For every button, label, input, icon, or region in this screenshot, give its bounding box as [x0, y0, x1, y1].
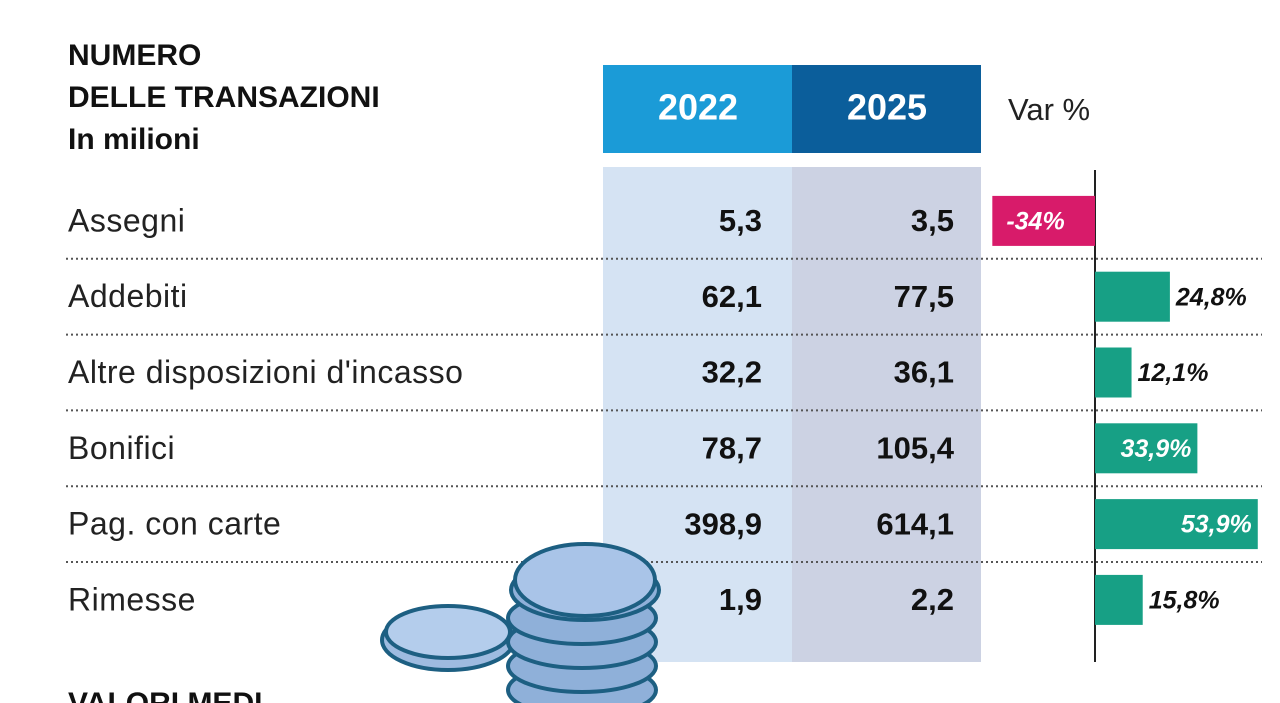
row-label: Rimesse [68, 581, 196, 617]
cell-value: 2,2 [911, 582, 954, 617]
column-bg [792, 167, 981, 662]
value-label: -34% [1006, 208, 1064, 236]
bar [1095, 271, 1170, 322]
row-label: Assegni [68, 202, 185, 238]
bar [1095, 574, 1143, 625]
cell-value: 77,5 [894, 279, 954, 314]
cell-value: 398,9 [684, 506, 762, 541]
value-label: 53,9% [1181, 511, 1252, 539]
value-label: 24,8% [1175, 283, 1247, 311]
title-line: NUMERO [68, 39, 201, 72]
cell-value: 62,1 [702, 279, 762, 314]
rows: Assegni 5,3 3,5 -34% Addebiti 62,1 77,5 24,8% Al… [66, 195, 1262, 625]
column-header-bg [603, 65, 792, 153]
cell-value: 3,5 [911, 203, 954, 238]
bar [992, 195, 1095, 246]
coins-illustration [380, 542, 661, 703]
value-label: 15,8% [1149, 587, 1220, 615]
cell-value: 105,4 [876, 430, 954, 465]
row-label: Bonifici [68, 430, 175, 466]
column-header: 2022 [658, 87, 738, 128]
row-label: Addebiti [68, 278, 188, 314]
cell-value: 32,2 [702, 355, 762, 390]
var-header: Var % [1008, 92, 1090, 127]
row-label: Altre disposizioni d'incasso [68, 354, 463, 390]
subtitle: In milioni [68, 123, 200, 156]
cell-value: 36,1 [894, 355, 954, 390]
next-section-title: VALORI MEDI [68, 687, 262, 703]
bar [1095, 499, 1258, 550]
cell-value: 1,9 [719, 582, 762, 617]
bar [1095, 347, 1132, 398]
cell-value: 78,7 [702, 430, 762, 465]
value-label: 33,9% [1120, 435, 1191, 463]
column-header: 2025 [847, 87, 927, 128]
cell-value: 5,3 [719, 203, 762, 238]
row-label: Pag. con carte [68, 506, 281, 542]
value-label: 12,1% [1138, 359, 1209, 387]
cell-value: 614,1 [876, 506, 954, 541]
column-header-bg [792, 65, 981, 153]
title-line: DELLE TRANSAZIONI [68, 81, 380, 114]
bar [1095, 423, 1198, 474]
